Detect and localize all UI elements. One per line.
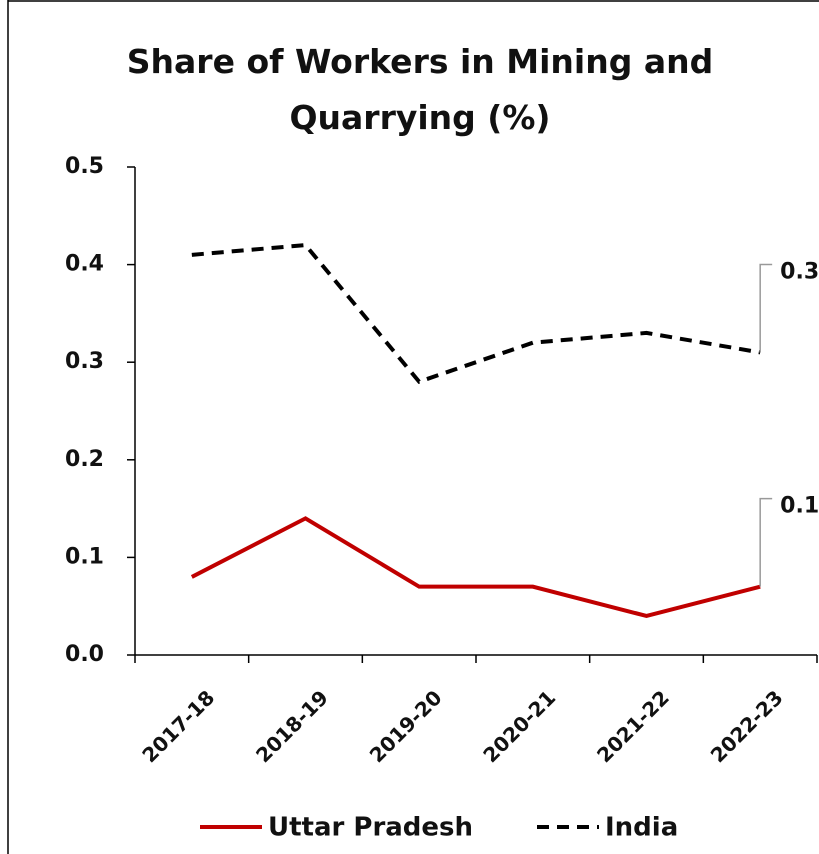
x-tick-label: 2021-22 — [592, 685, 674, 767]
line-series — [190, 516, 761, 619]
legend-label: India — [605, 813, 678, 843]
line-series — [191, 242, 761, 385]
y-tick-label: 0.4 — [65, 252, 104, 277]
data-label: 0.3 — [780, 259, 819, 284]
x-tick-label: 2020-21 — [478, 685, 560, 767]
leader-line — [759, 497, 773, 587]
y-tick-label: 0.5 — [65, 154, 104, 179]
x-tick-label: 2019-20 — [365, 685, 447, 767]
y-tick-label: 0.1 — [65, 544, 104, 569]
x-tick-label: 2017-18 — [137, 685, 219, 767]
chart-title: Share of Workers in Mining and Quarrying… — [126, 42, 714, 137]
leader-line — [759, 263, 773, 353]
legend-label: Uttar Pradesh — [268, 813, 473, 843]
y-tick-label: 0.2 — [65, 447, 104, 472]
data-label: 0.1 — [780, 494, 819, 519]
x-tick-label: 2022-23 — [706, 685, 788, 767]
x-tick-label: 2018-19 — [251, 685, 333, 767]
y-tick-label: 0.3 — [65, 349, 104, 374]
y-tick-label: 0.0 — [65, 642, 104, 667]
